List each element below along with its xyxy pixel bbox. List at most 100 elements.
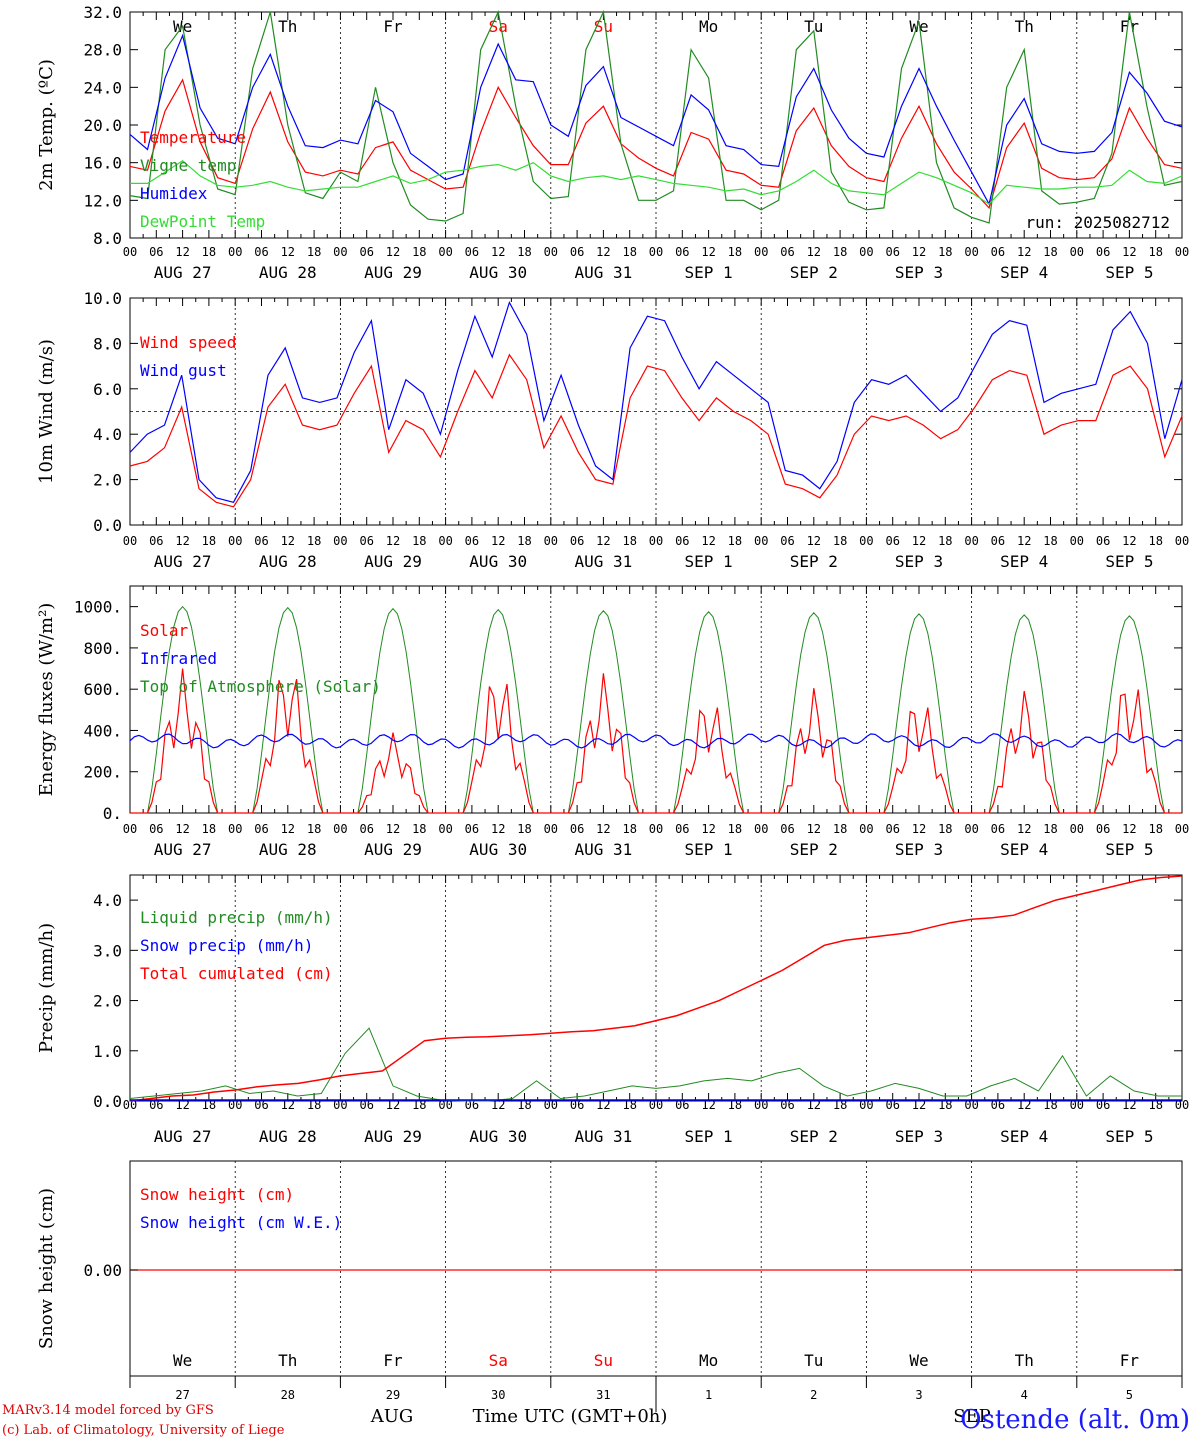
hour-tick-label: 00	[754, 822, 768, 836]
hour-tick-label: 00	[754, 1098, 768, 1112]
hour-tick-label: 18	[307, 245, 321, 259]
hour-tick-label: 18	[412, 822, 426, 836]
hour-tick-label: 06	[675, 245, 689, 259]
date-label: SEP 1	[685, 552, 733, 571]
hour-tick-label: 12	[281, 534, 295, 548]
weekday-label: Fr	[383, 17, 403, 36]
hour-tick-label: 18	[622, 1098, 636, 1112]
day-number-label: 4	[1021, 1388, 1028, 1402]
hour-tick-label: 12	[596, 822, 610, 836]
legend-entry: DewPoint Temp	[140, 212, 265, 231]
y-tick-label: 0.0	[93, 1092, 122, 1111]
hour-tick-label: 18	[938, 1098, 952, 1112]
hour-tick-label: 18	[202, 534, 216, 548]
hour-tick-label: 12	[281, 822, 295, 836]
legend-entry: Humidex	[140, 184, 208, 203]
hour-tick-label: 18	[307, 822, 321, 836]
date-label: AUG 28	[259, 840, 317, 859]
hour-tick-label: 00	[228, 534, 242, 548]
hour-tick-label: 06	[465, 822, 479, 836]
hour-tick-label: 00	[228, 1098, 242, 1112]
weekday-label: Tu	[804, 17, 823, 36]
hour-tick-label: 12	[175, 822, 189, 836]
hour-tick-label: 00	[438, 245, 452, 259]
y-axis-title: 10m Wind (m/s)	[36, 339, 57, 484]
hour-tick-label: 18	[307, 1098, 321, 1112]
y-axis-title: Energy fluxes (W/m²)	[36, 603, 57, 797]
hour-tick-label: 00	[1175, 822, 1189, 836]
hour-tick-label: 00	[333, 534, 347, 548]
hour-tick-label: 18	[307, 534, 321, 548]
legend-entry: Snow height (cm)	[140, 1185, 294, 1204]
hour-tick-label: 18	[833, 534, 847, 548]
date-label: SEP 4	[1000, 840, 1048, 859]
date-label: SEP 1	[685, 1127, 733, 1146]
hour-tick-label: 12	[386, 534, 400, 548]
date-label: AUG 29	[364, 840, 422, 859]
y-tick-label: 32.0	[83, 3, 122, 22]
date-label: SEP 2	[790, 552, 838, 571]
legend-entry: Snow precip (mm/h)	[140, 936, 313, 955]
hour-tick-label: 00	[649, 245, 663, 259]
hour-tick-label: 12	[1017, 822, 1031, 836]
y-tick-label: 8.0	[93, 334, 122, 353]
hour-tick-label: 18	[833, 1098, 847, 1112]
hour-tick-label: 12	[386, 1098, 400, 1112]
panel-frame	[129, 585, 1183, 814]
date-label: SEP 1	[685, 840, 733, 859]
hour-tick-label: 06	[465, 534, 479, 548]
hour-tick-label: 12	[491, 822, 505, 836]
panel-2: 00 06 12 18 00 06 12 18 00 06 12 18 00 06 12 18 00 06 12 18…	[123, 297, 1189, 571]
y-tick-label: 400.	[83, 721, 122, 740]
date-label: SEP 4	[1000, 552, 1048, 571]
y-tick-label: 0.00	[83, 1261, 122, 1280]
day-number-label: 5	[1126, 1388, 1133, 1402]
x-axis-title: Time UTC (GMT+0h)	[473, 1406, 668, 1427]
hour-tick-label: 18	[1043, 534, 1057, 548]
y-axis-title: Snow height (cm)	[36, 1188, 57, 1349]
hour-tick-label: 12	[912, 1098, 926, 1112]
hour-tick-label: 12	[912, 245, 926, 259]
hour-tick-label: 06	[359, 245, 373, 259]
day-number-label: 2	[810, 1388, 817, 1402]
hour-tick-label: 06	[991, 534, 1005, 548]
series-solar	[130, 668, 1182, 814]
weekday-label: We	[909, 1351, 928, 1370]
hour-tick-label: 12	[596, 245, 610, 259]
day-number-label: 29	[386, 1388, 400, 1402]
hour-tick-label: 18	[412, 245, 426, 259]
hour-tick-label: 00	[438, 534, 452, 548]
hour-tick-label: 12	[1122, 534, 1136, 548]
date-label: AUG 28	[259, 263, 317, 282]
date-label: SEP 1	[685, 263, 733, 282]
hour-tick-label: 12	[175, 534, 189, 548]
y-tick-label: 12.0	[83, 191, 122, 210]
hour-tick-label: 06	[570, 245, 584, 259]
hour-tick-label: 12	[701, 534, 715, 548]
panel-4: 00 06 12 18 00 06 12 18 00 06 12 18 00 06 12 18 00 06 12 18…	[123, 874, 1189, 1146]
legend-entry: Vigne temp	[140, 156, 236, 175]
y-tick-label: 6.0	[93, 380, 122, 399]
hour-tick-label: 18	[938, 534, 952, 548]
day-number-label: 30	[491, 1388, 505, 1402]
hour-tick-label: 12	[1122, 245, 1136, 259]
date-label: SEP 3	[895, 552, 943, 571]
y-tick-label: 8.0	[93, 229, 122, 248]
weekday-label: Th	[278, 1351, 297, 1370]
hour-tick-label: 18	[833, 822, 847, 836]
hour-tick-label: 12	[1017, 534, 1031, 548]
date-label: AUG 31	[575, 840, 633, 859]
hour-tick-label: 18	[938, 245, 952, 259]
hour-tick-label: 06	[149, 534, 163, 548]
weekday-label: Mo	[699, 1351, 718, 1370]
date-label: AUG 30	[469, 552, 527, 571]
hour-tick-label: 00	[333, 822, 347, 836]
y-axis-title: Precip (mm/h)	[36, 923, 57, 1053]
month-label: AUG	[370, 1406, 414, 1427]
hour-tick-label: 06	[1096, 534, 1110, 548]
legend-entry: Solar	[140, 621, 189, 640]
hour-tick-label: 00	[859, 534, 873, 548]
hour-tick-label: 00	[964, 245, 978, 259]
hour-tick-label: 06	[570, 534, 584, 548]
